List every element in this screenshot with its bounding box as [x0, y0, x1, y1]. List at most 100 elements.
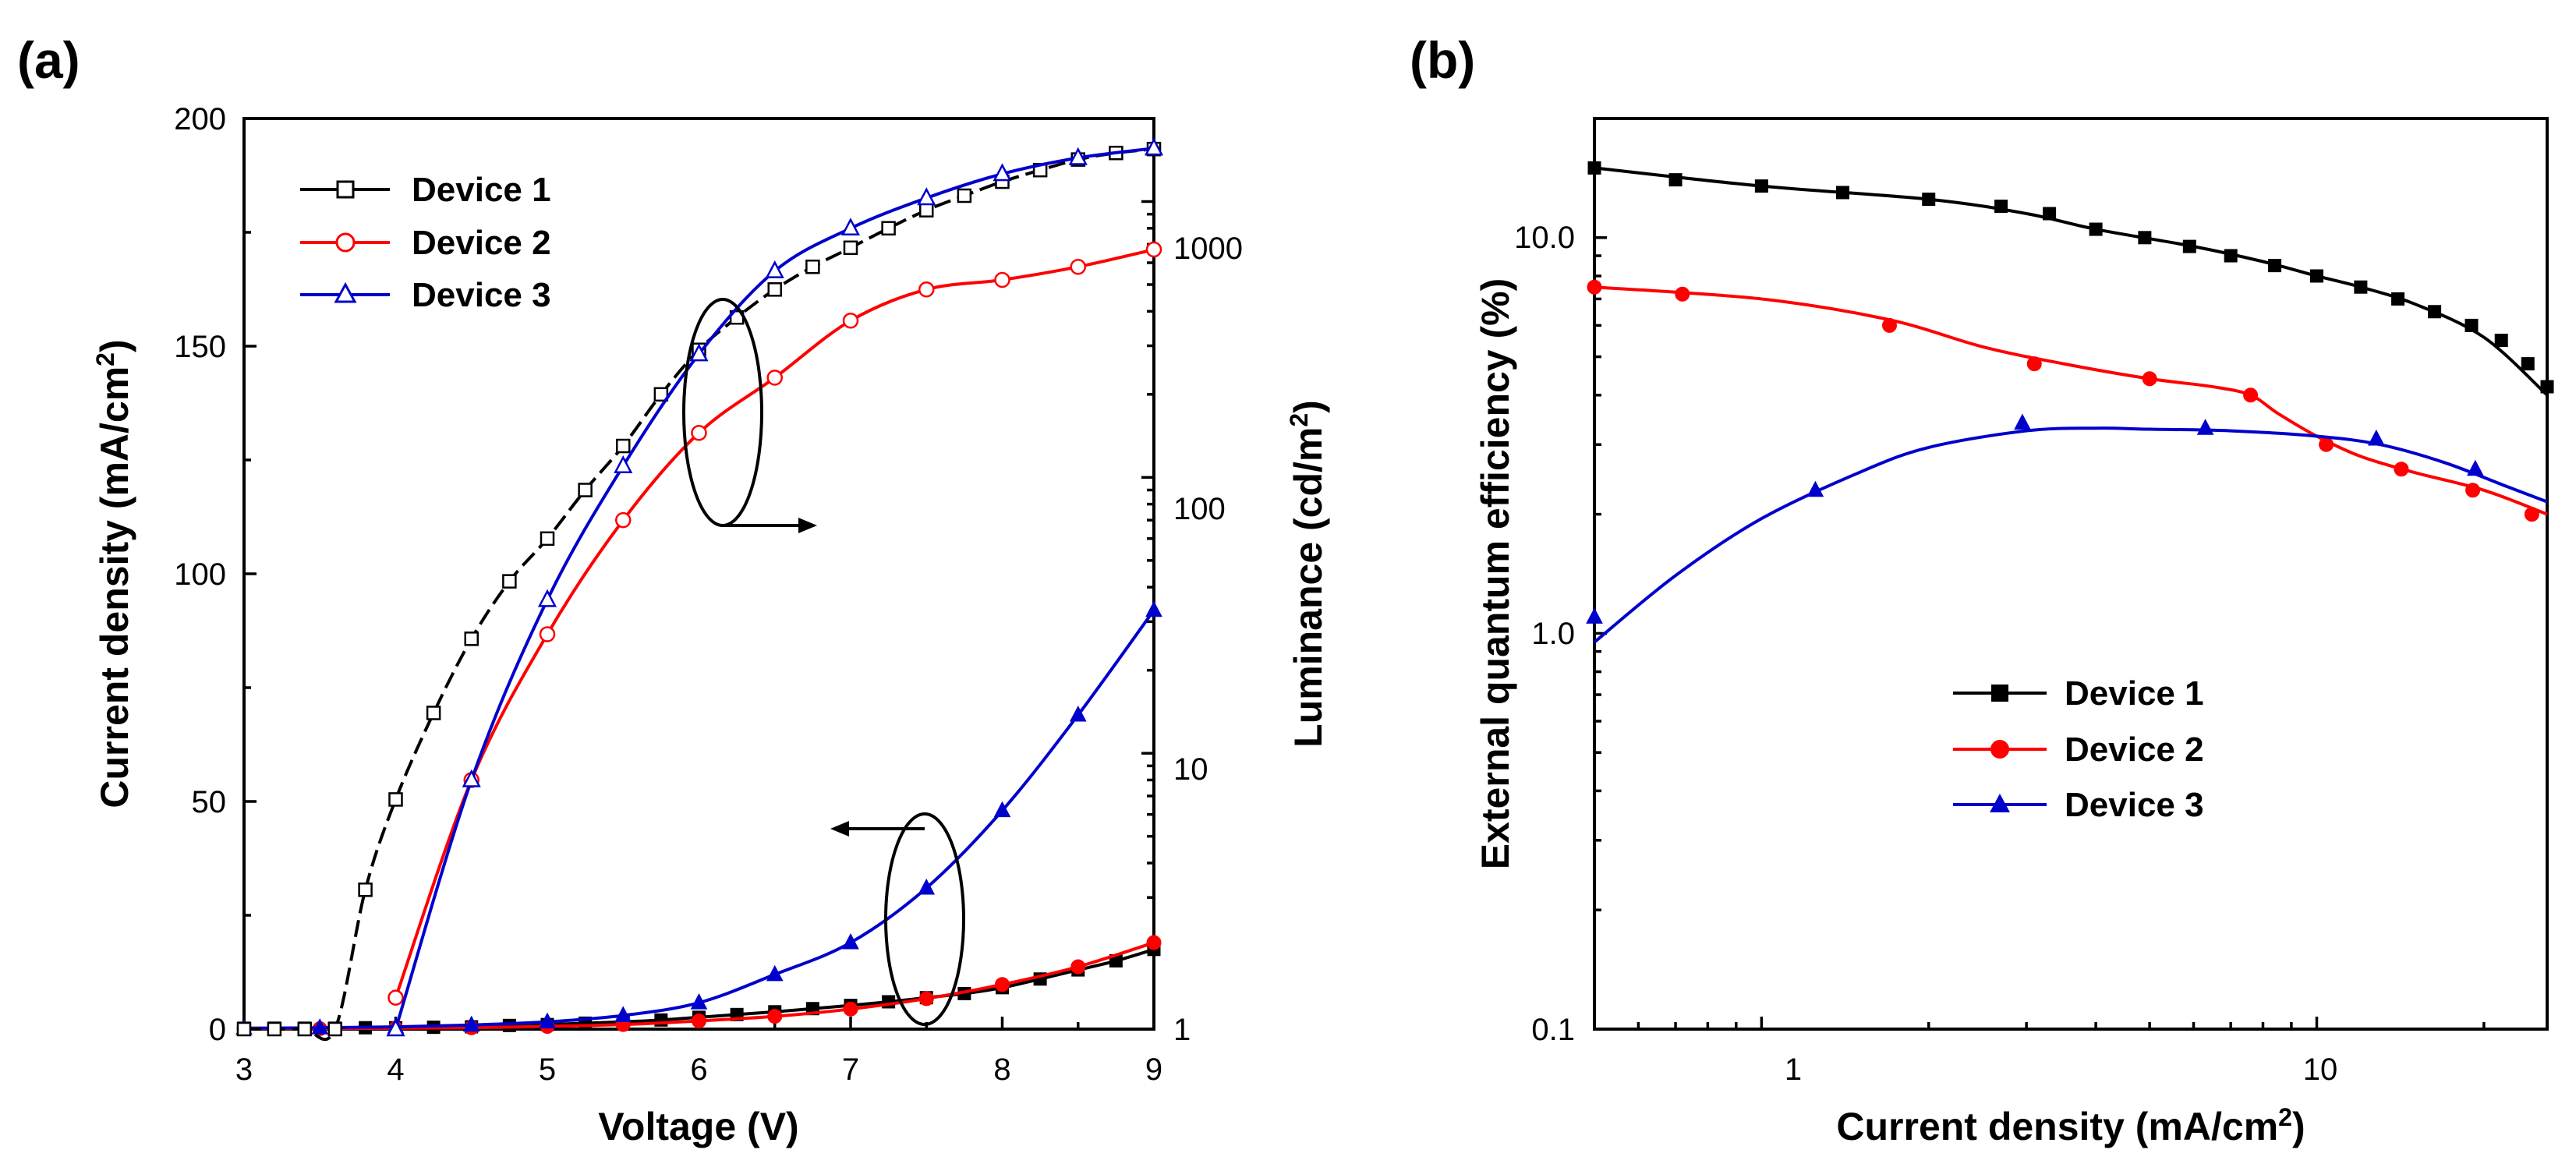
- data-point: [2368, 429, 2385, 446]
- data-point: [993, 801, 1011, 818]
- legend-label: Device 1: [2065, 674, 2204, 713]
- legend-label: Device 1: [412, 171, 551, 209]
- data-point: [2196, 419, 2214, 435]
- data-point: [2089, 222, 2103, 236]
- data-point: [957, 188, 972, 203]
- data-point: [386, 1018, 405, 1037]
- series-device-1: [1587, 161, 2554, 397]
- data-point: [1668, 173, 1683, 187]
- data-point: [2319, 437, 2334, 452]
- data-point: [1994, 200, 2008, 214]
- data-point: [993, 163, 1012, 182]
- data-point: [1587, 279, 1602, 295]
- data-point: [1587, 161, 1601, 175]
- panel-a-y2-tick-labels: 1 10 100 1000: [1173, 232, 1243, 1047]
- x-tick-label: 3: [235, 1052, 253, 1087]
- y2-tick-label: 10: [1173, 752, 1208, 787]
- data-point: [1922, 193, 1936, 207]
- data-point: [2394, 462, 2409, 477]
- data-point: [881, 221, 896, 236]
- annotation-arrowhead: [798, 518, 817, 533]
- panel-a-y2-axis-title: Luminance (cd/m2): [1285, 400, 1330, 748]
- y-tick-label: 10.0: [1514, 221, 1575, 255]
- data-point: [236, 1021, 252, 1037]
- legend-marker: [1990, 740, 2009, 759]
- legend-entry-device-2: Device 2: [300, 224, 551, 262]
- data-point: [1070, 959, 1086, 975]
- data-point: [995, 977, 1010, 992]
- data-point: [994, 271, 1010, 288]
- data-point: [843, 1001, 858, 1017]
- legend-marker: [1990, 794, 2010, 812]
- legend-marker: [335, 232, 356, 253]
- data-point: [843, 240, 858, 256]
- data-point: [2428, 305, 2442, 319]
- data-point: [2138, 231, 2152, 245]
- panel-b-y-axis-title: External quantum efficiency (%): [1474, 278, 1517, 870]
- panel-b-plot-area: [1593, 117, 2549, 1031]
- data-point: [1069, 705, 1087, 722]
- data-point: [766, 964, 784, 982]
- data-point: [918, 991, 934, 1006]
- data-point: [540, 531, 555, 547]
- series-device-3-luminance: [386, 137, 1164, 1037]
- panel-a-y-tick-labels: 0 50 100 150 200: [174, 102, 226, 1047]
- panel-a-legend: Device 1 Device 2 Device 3: [300, 171, 551, 314]
- panel-b-series: [1586, 161, 2554, 644]
- panel-a-y-axis-title: Current density (mA/cm2): [91, 339, 136, 808]
- y2-tick-label: 1: [1173, 1013, 1191, 1047]
- data-point: [2467, 459, 2484, 476]
- data-point: [690, 993, 708, 1010]
- data-point: [1144, 137, 1164, 156]
- data-point: [2026, 356, 2042, 372]
- data-point: [842, 932, 859, 950]
- data-point: [2014, 413, 2031, 430]
- x-tick-label: 10: [2303, 1052, 2338, 1087]
- data-point: [2524, 507, 2539, 522]
- data-point: [464, 631, 479, 646]
- data-point: [1146, 935, 1162, 950]
- panel-b-frame: [1593, 117, 2549, 1031]
- annotation-ellipse: [884, 812, 965, 1026]
- y-tick-label: 1.0: [1531, 617, 1575, 651]
- panel-b: (b) 1 10 0.1 1.0 10.0 Current density (m…: [1410, 31, 2554, 1148]
- data-point: [2309, 269, 2323, 283]
- series-line: [1594, 285, 2548, 516]
- y-tick-label: 100: [174, 557, 226, 592]
- data-point: [805, 259, 820, 274]
- data-point: [692, 1013, 706, 1028]
- data-point: [1675, 286, 1690, 302]
- data-point: [653, 387, 669, 402]
- data-point: [2540, 380, 2554, 394]
- legend-label: Device 2: [412, 224, 551, 262]
- data-point: [2494, 334, 2508, 348]
- data-point: [2354, 280, 2368, 294]
- panel-a-x-axis-title: Voltage (V): [598, 1105, 798, 1148]
- legend-entry-device-1: Device 1: [1953, 674, 2204, 713]
- data-point: [2391, 292, 2405, 306]
- data-point: [2465, 483, 2481, 498]
- data-point: [614, 455, 633, 473]
- data-point: [1145, 600, 1162, 617]
- data-point: [2142, 371, 2157, 387]
- annotation-arrowhead: [830, 821, 849, 837]
- series-line: [244, 147, 1155, 1042]
- panel-a-annotation-current: [830, 812, 965, 1026]
- series-line: [394, 248, 1155, 999]
- data-point: [327, 1021, 342, 1037]
- panel-b-y-tick-labels: 0.1 1.0 10.0: [1514, 221, 1575, 1047]
- y-tick-label: 0.1: [1531, 1013, 1575, 1047]
- data-point: [919, 203, 934, 218]
- legend-marker: [336, 180, 355, 199]
- data-point: [537, 589, 557, 607]
- data-point: [918, 281, 935, 298]
- panel-a-series: [235, 137, 1164, 1042]
- panel-a-ticks: [242, 117, 1155, 1031]
- y-tick-label: 50: [192, 785, 227, 819]
- data-point: [767, 1009, 783, 1024]
- series-line: [243, 609, 1155, 1030]
- series-line: [1594, 166, 2549, 397]
- data-point: [2224, 249, 2238, 263]
- panel-a-frame: [242, 117, 1155, 1031]
- panel-a: (a) 3 4 5 6 7 8 9 0 50 100 150 200 1 10 …: [17, 31, 1330, 1148]
